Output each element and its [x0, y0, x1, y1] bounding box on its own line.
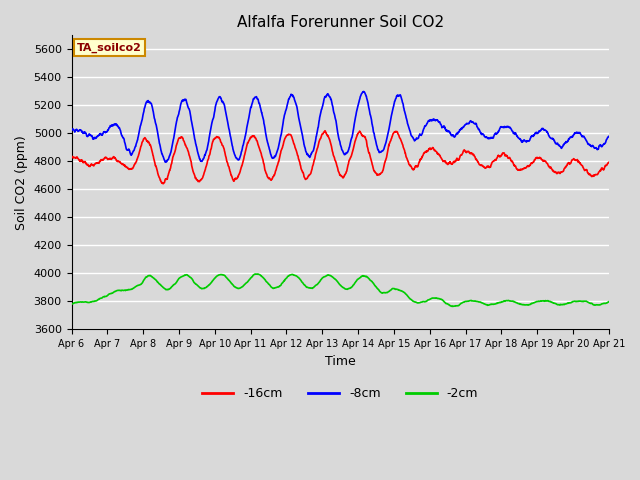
Legend: -16cm, -8cm, -2cm: -16cm, -8cm, -2cm — [197, 383, 483, 406]
X-axis label: Time: Time — [324, 355, 356, 368]
Text: TA_soilco2: TA_soilco2 — [77, 43, 142, 53]
Y-axis label: Soil CO2 (ppm): Soil CO2 (ppm) — [15, 135, 28, 230]
Title: Alfalfa Forerunner Soil CO2: Alfalfa Forerunner Soil CO2 — [237, 15, 444, 30]
